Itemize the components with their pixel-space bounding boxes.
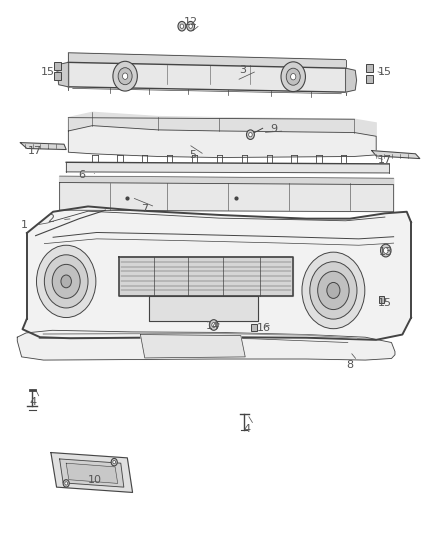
Bar xyxy=(251,325,257,331)
Circle shape xyxy=(310,262,357,319)
Circle shape xyxy=(111,458,117,466)
Polygon shape xyxy=(68,112,376,136)
Polygon shape xyxy=(57,62,68,87)
Text: 8: 8 xyxy=(346,360,353,370)
Bar xyxy=(366,75,373,83)
Polygon shape xyxy=(141,335,245,358)
Circle shape xyxy=(383,248,388,253)
Circle shape xyxy=(65,482,67,485)
Polygon shape xyxy=(66,463,118,483)
Text: 7: 7 xyxy=(141,204,148,214)
Circle shape xyxy=(113,461,116,464)
Bar xyxy=(54,72,61,80)
Polygon shape xyxy=(60,459,124,487)
Circle shape xyxy=(52,264,80,298)
Bar xyxy=(366,64,373,72)
Text: 17: 17 xyxy=(378,155,392,165)
Text: 3: 3 xyxy=(240,65,247,75)
Text: 13: 13 xyxy=(379,247,393,256)
Polygon shape xyxy=(60,176,394,184)
Bar xyxy=(54,62,61,69)
Circle shape xyxy=(113,61,138,91)
Circle shape xyxy=(249,133,252,137)
Polygon shape xyxy=(346,68,357,92)
Circle shape xyxy=(212,322,216,327)
Text: 5: 5 xyxy=(189,150,196,160)
Circle shape xyxy=(209,320,218,330)
Polygon shape xyxy=(22,206,411,340)
Circle shape xyxy=(318,271,349,310)
Circle shape xyxy=(327,282,340,298)
Circle shape xyxy=(290,74,296,80)
Polygon shape xyxy=(20,143,66,150)
Polygon shape xyxy=(68,53,346,68)
Text: 4: 4 xyxy=(244,424,251,434)
Circle shape xyxy=(123,73,128,79)
Polygon shape xyxy=(149,296,258,321)
Text: 15: 15 xyxy=(378,68,392,77)
Polygon shape xyxy=(51,453,133,492)
Circle shape xyxy=(187,21,194,31)
Text: 10: 10 xyxy=(88,475,102,485)
Circle shape xyxy=(36,245,96,318)
Text: 9: 9 xyxy=(270,124,277,134)
Text: 17: 17 xyxy=(28,146,42,156)
Circle shape xyxy=(178,21,186,31)
Polygon shape xyxy=(66,163,389,173)
Polygon shape xyxy=(119,257,293,296)
Circle shape xyxy=(63,480,69,487)
Text: 14: 14 xyxy=(205,321,219,331)
Circle shape xyxy=(189,24,192,28)
Polygon shape xyxy=(17,330,395,360)
Text: 4: 4 xyxy=(30,397,37,407)
Text: 2: 2 xyxy=(47,214,54,224)
Polygon shape xyxy=(68,62,346,92)
Circle shape xyxy=(61,275,71,288)
Polygon shape xyxy=(60,182,394,212)
Text: 15: 15 xyxy=(41,68,55,77)
Circle shape xyxy=(381,244,391,257)
Text: 1: 1 xyxy=(21,220,28,230)
Circle shape xyxy=(247,130,254,140)
Circle shape xyxy=(286,68,300,85)
Circle shape xyxy=(302,252,365,329)
Text: 16: 16 xyxy=(257,322,271,333)
Circle shape xyxy=(281,62,305,92)
Circle shape xyxy=(180,24,184,28)
Text: 6: 6 xyxy=(78,170,85,180)
Text: 15: 15 xyxy=(378,297,392,308)
Circle shape xyxy=(44,255,88,308)
Polygon shape xyxy=(372,151,420,159)
Polygon shape xyxy=(68,126,376,158)
Circle shape xyxy=(118,68,132,85)
Bar xyxy=(378,296,384,303)
Text: 12: 12 xyxy=(184,17,198,27)
